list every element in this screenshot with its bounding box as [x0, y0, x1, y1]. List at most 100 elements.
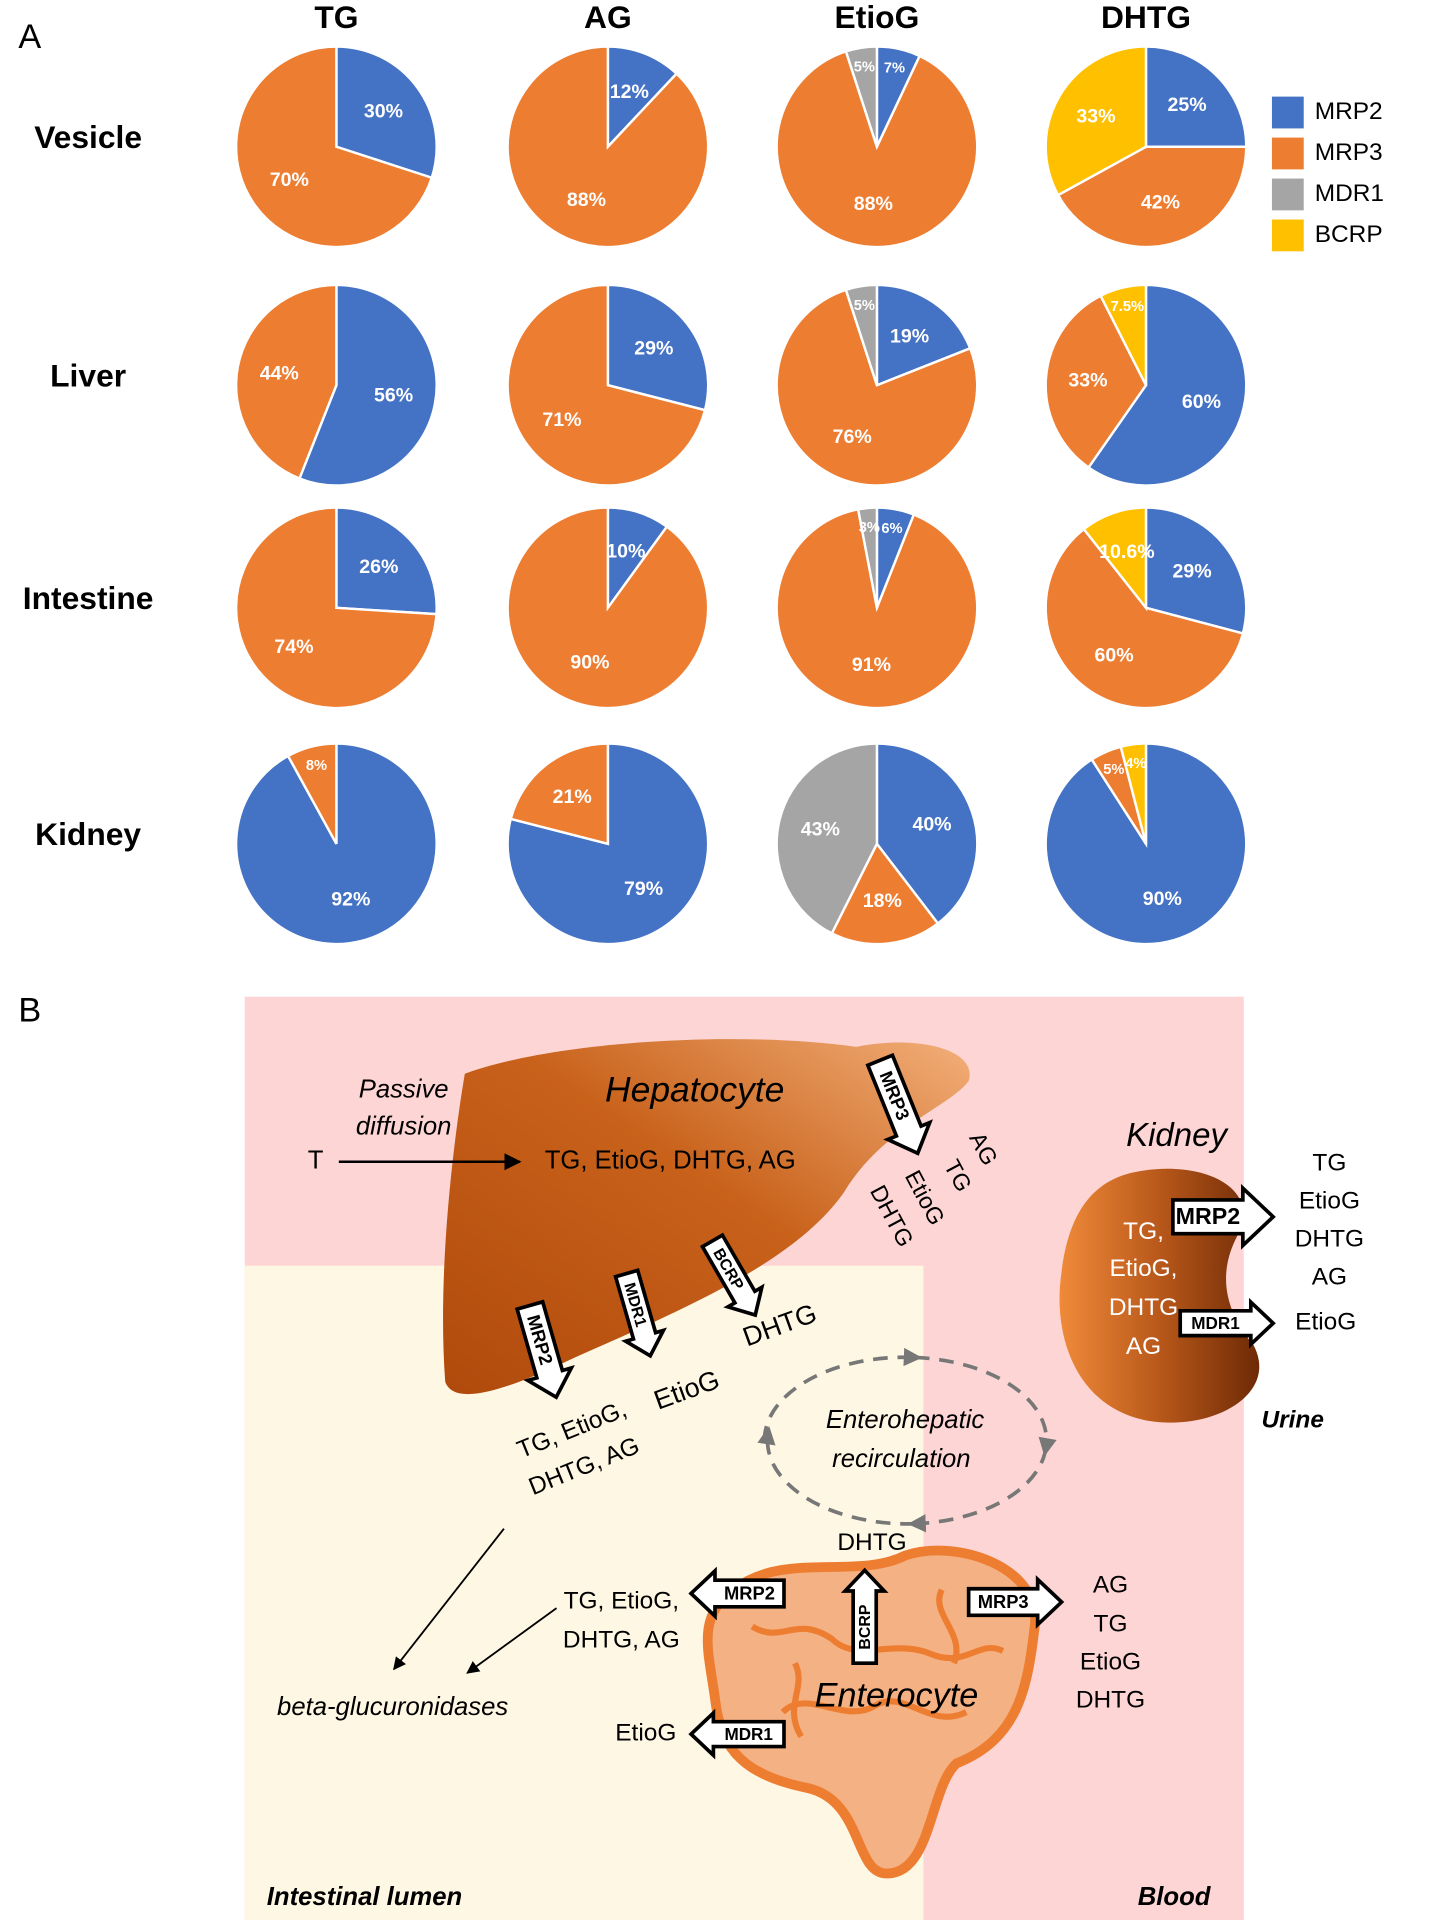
kidney-content: EtioG,	[1110, 1255, 1178, 1282]
pie-slice	[1044, 742, 1248, 946]
transporter-arrow: MDR1	[1178, 1297, 1276, 1349]
product: DHTG	[837, 1529, 906, 1556]
pie-slice	[234, 506, 438, 710]
pie-slice	[830, 841, 940, 946]
transporter-arrow: MRP2	[688, 1566, 786, 1621]
legend-swatch	[1271, 219, 1304, 252]
products: TG, EtioG, DHTG, AG	[545, 1147, 796, 1175]
pie-value-label: 29%	[1172, 560, 1211, 582]
hepatocyte-shape	[443, 1039, 970, 1395]
product: TG, EtioG,	[564, 1587, 679, 1614]
pie-slice	[775, 507, 979, 710]
pie-value-label: 6%	[881, 521, 902, 537]
arrow-body	[840, 1567, 889, 1666]
pie-value-label: 92%	[331, 888, 370, 910]
transporter-label: MDR1	[1191, 1314, 1240, 1333]
pie-value-label: 44%	[260, 362, 299, 384]
column-header: EtioG	[835, 0, 920, 35]
pie-slice	[509, 742, 610, 846]
recirculation-loop	[757, 1347, 1057, 1533]
kidney-content: AG	[1126, 1333, 1161, 1360]
pie-value-label: 26%	[359, 556, 398, 578]
pie-slice	[1144, 45, 1248, 148]
hepatocyte-title: Hepatocyte	[605, 1069, 784, 1109]
lumen-arrow	[466, 1607, 558, 1674]
pie-value-label: 10%	[606, 541, 645, 563]
pie-slice	[297, 283, 438, 487]
pie-value-label: 33%	[1068, 369, 1107, 391]
region-label: Intestinal lumen	[267, 1883, 462, 1911]
kidney-content: DHTG	[1109, 1294, 1178, 1321]
arrow-body	[688, 1708, 786, 1760]
transporter-label: MRP2	[724, 1583, 775, 1604]
uptake-label: diffusion	[356, 1112, 452, 1140]
product: TG	[1094, 1611, 1128, 1638]
pie-slice	[335, 506, 438, 616]
pie-slice	[234, 283, 338, 481]
uptake-label: Passive	[359, 1076, 449, 1104]
product: EtioG	[1299, 1188, 1360, 1215]
product: EtioG	[1080, 1649, 1141, 1676]
product: DHTG, AG	[563, 1627, 680, 1654]
row-label: Intestine	[23, 580, 154, 616]
pie-slice	[335, 45, 438, 180]
kidney-title: Kidney	[1126, 1116, 1229, 1153]
pie-slice	[1119, 742, 1148, 845]
loop-arc	[907, 1448, 1048, 1533]
arrow-body	[688, 1566, 786, 1621]
pie-value-label: 18%	[863, 890, 902, 912]
pie-value-label: 7%	[884, 60, 905, 76]
pie-slice	[844, 283, 879, 386]
pie-value-label: 60%	[1182, 391, 1221, 413]
pie-slice	[1086, 283, 1248, 487]
pie-value-label: 91%	[852, 654, 891, 676]
pie-value-label: 33%	[1076, 105, 1115, 127]
legend-swatch	[1271, 178, 1304, 211]
loop-arc	[914, 1355, 1057, 1457]
pie-slice	[606, 283, 710, 412]
arrow-body	[699, 1232, 765, 1318]
transporter-arrow: MDR1	[688, 1708, 786, 1760]
panel-label: B	[18, 992, 41, 1030]
pie-value-label: 29%	[634, 338, 673, 360]
pie-slice	[1044, 527, 1245, 710]
pie-value-label: 8%	[306, 758, 327, 774]
pie-value-label: 74%	[274, 636, 313, 658]
pie-slice	[1082, 506, 1148, 612]
pie-slice	[775, 288, 979, 487]
enzyme: beta-glucuronidases	[277, 1693, 508, 1721]
pie-value-label: 56%	[374, 384, 413, 406]
pie-value-label: 90%	[1143, 888, 1182, 910]
arrow-body	[865, 1052, 933, 1156]
pie-value-label: 40%	[912, 813, 951, 835]
pie-value-label: 88%	[854, 193, 893, 215]
pie-slice	[1044, 294, 1148, 470]
row-label: Vesicle	[34, 119, 142, 155]
pie-slice	[775, 49, 979, 249]
transporter-arrow: MRP2	[514, 1299, 575, 1400]
column-header: TG	[314, 0, 358, 35]
pie-value-label: 5%	[854, 298, 875, 314]
row-label: Liver	[50, 357, 126, 393]
legend-swatch	[1271, 137, 1304, 170]
pie-slice	[1144, 506, 1248, 635]
transporter-arrow: MRP3	[966, 1575, 1065, 1629]
product: DHTG	[1076, 1687, 1145, 1714]
pie-value-label: 3%	[859, 520, 880, 536]
region-label: Blood	[1138, 1883, 1212, 1911]
column-header: DHTG	[1101, 0, 1191, 35]
legend-label: BCRP	[1315, 221, 1383, 248]
pie-slice	[875, 283, 972, 388]
pie-value-label: 43%	[801, 819, 840, 841]
arrow-body	[966, 1575, 1065, 1629]
transporter-label: MDR1	[724, 1725, 773, 1744]
pie-value-label: 88%	[567, 189, 606, 211]
pie-slice	[875, 742, 979, 926]
arrow-body	[1171, 1183, 1276, 1250]
pie-slice	[234, 45, 434, 249]
pie-slice	[606, 45, 679, 150]
pie-value-label: 10.6%	[1099, 541, 1154, 563]
legend-label: MRP3	[1315, 139, 1383, 166]
column-header: AG	[584, 0, 632, 35]
